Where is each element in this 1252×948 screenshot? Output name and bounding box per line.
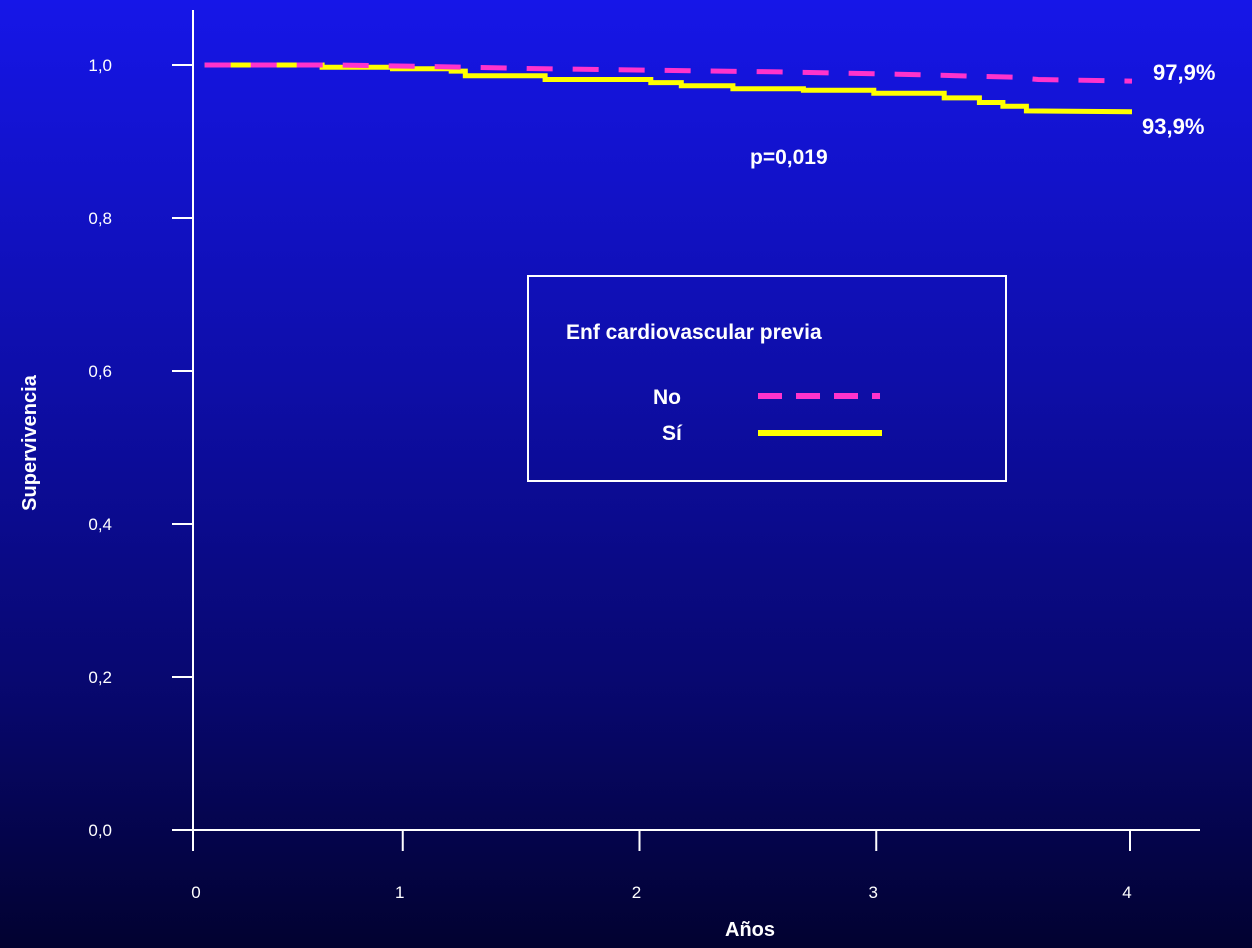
series-end-label-no: 97,9% xyxy=(1153,60,1215,85)
y-tick-label: 0,0 xyxy=(88,821,112,840)
y-tick-label: 0,4 xyxy=(88,515,112,534)
series-line-no xyxy=(204,62,1133,84)
p-value-annotation: p=0,019 xyxy=(750,146,828,169)
legend: Enf cardiovascular previa No Sí xyxy=(527,275,1007,482)
legend-label-si: Sí xyxy=(662,422,683,445)
series-end-label-si: 93,9% xyxy=(1142,114,1204,139)
x-tick-label: 1 xyxy=(395,883,404,902)
y-tick-label: 0,2 xyxy=(88,668,112,687)
y-ticks: 0,0 0,2 0,4 0,6 0,8 1,0 xyxy=(88,56,193,840)
legend-label-no: No xyxy=(653,386,681,409)
legend-title: Enf cardiovascular previa xyxy=(566,321,822,344)
axes xyxy=(172,10,1200,831)
series-layer xyxy=(204,62,1133,115)
x-tick-label: 4 xyxy=(1122,883,1131,902)
x-tick-label: 3 xyxy=(869,883,878,902)
y-tick-label: 1,0 xyxy=(88,56,112,75)
y-axis-title: Supervivencia xyxy=(19,374,41,511)
y-tick-label: 0,8 xyxy=(88,209,112,228)
x-axis-title: Años xyxy=(725,919,775,941)
x-tick-label: 0 xyxy=(191,883,200,902)
x-tick-label: 2 xyxy=(632,883,641,902)
y-tick-label: 0,6 xyxy=(88,362,112,381)
x-ticks: 0 1 2 3 4 xyxy=(191,830,1132,902)
legend-box xyxy=(527,275,1007,482)
